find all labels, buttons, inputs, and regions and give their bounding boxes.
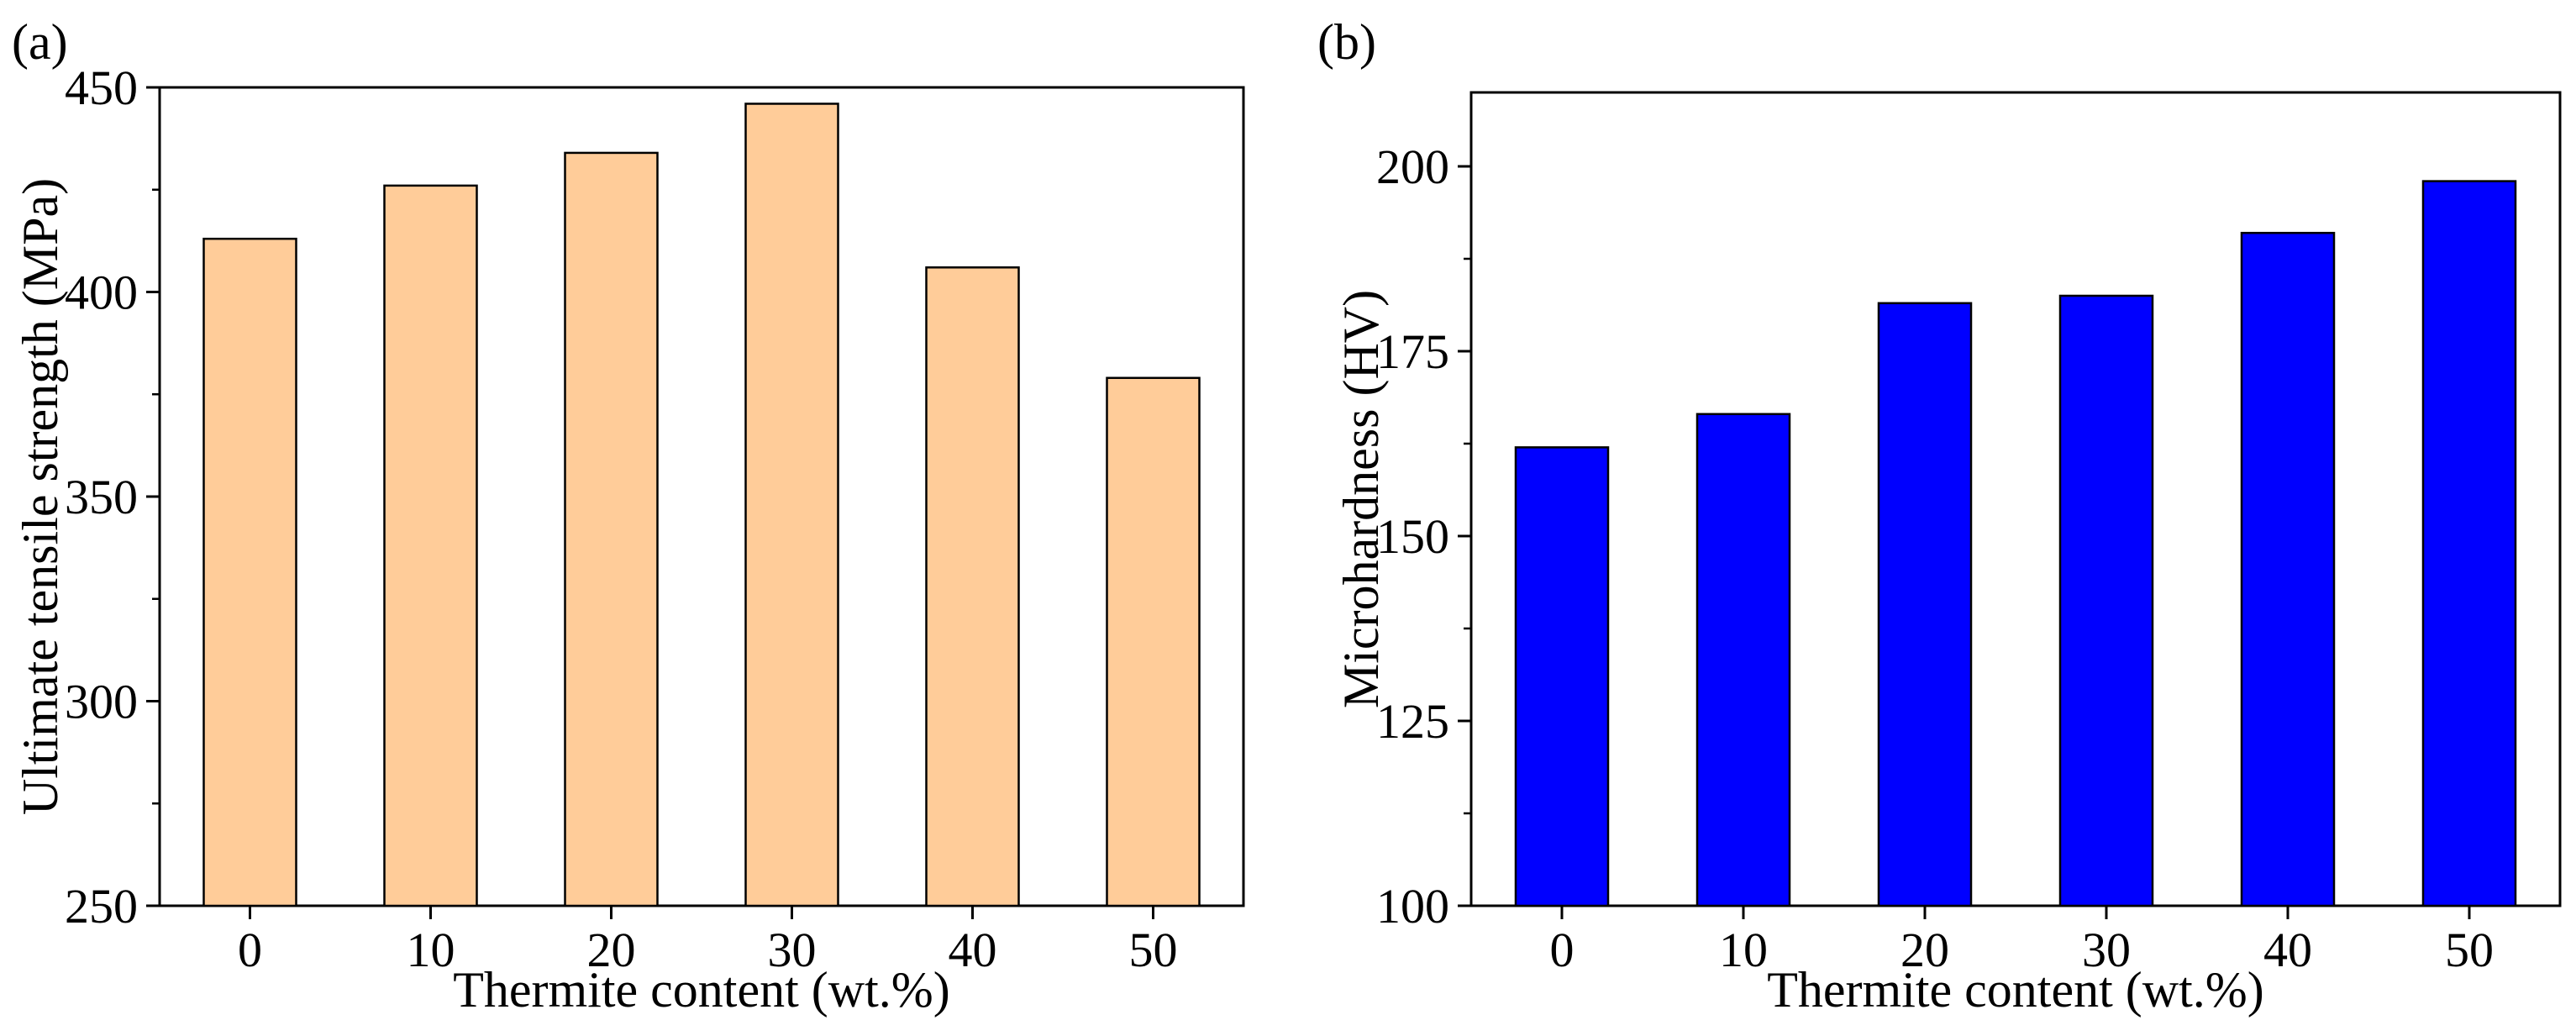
chart-a-y-tick-label: 400 bbox=[65, 266, 138, 320]
chart-b-bar-40 bbox=[2240, 231, 2336, 907]
chart-b-x-tick-label: 0 bbox=[1550, 923, 1575, 977]
chart-b-x-tick-label: 40 bbox=[2263, 923, 2312, 977]
chart-a-y-axis-label: Ultimate tensile strength (MPa) bbox=[13, 178, 68, 815]
chart-a-x-axis-label: Thermite content (wt.%) bbox=[453, 962, 949, 1018]
chart-b-y-tick-label: 150 bbox=[1376, 509, 1449, 564]
chart-a-y-tick-label: 350 bbox=[65, 470, 138, 524]
chart-b-bars bbox=[1514, 180, 2517, 907]
chart-a-ticks: 0 10 20 30 40 50 250 300 350 400 450 bbox=[65, 60, 1178, 977]
chart-a-y-tick-label: 450 bbox=[65, 60, 138, 115]
chart-b-x-tick-label: 30 bbox=[2082, 923, 2131, 977]
chart-a-bars bbox=[202, 103, 1201, 907]
chart-b-bar-20 bbox=[1877, 302, 1973, 907]
chart-a-x-tick-label: 40 bbox=[949, 923, 997, 977]
chart-b-bar-50 bbox=[2421, 180, 2517, 907]
chart-a-bar-20 bbox=[564, 151, 659, 907]
chart-b-y-tick-label: 200 bbox=[1376, 139, 1449, 194]
chart-a-x-tick-label: 50 bbox=[1129, 923, 1178, 977]
chart-b-x-tick-label: 20 bbox=[1900, 923, 1949, 977]
chart-a-y-tick-label: 250 bbox=[65, 879, 138, 933]
chart-b-panel-label: (b) bbox=[1317, 14, 1376, 70]
chart-a-y-tick-label: 300 bbox=[65, 675, 138, 729]
chart-a-panel-label: (a) bbox=[12, 14, 68, 70]
chart-b-microhardness: (b) 0 10 20 30 40 50 100 125 150 175 200 Thermite … bbox=[1317, 14, 2562, 1018]
chart-b-x-axis-label: Thermite content (wt.%) bbox=[1767, 962, 2263, 1018]
chart-a-x-tick-label: 10 bbox=[407, 923, 455, 977]
chart-a-x-tick-label: 0 bbox=[238, 923, 262, 977]
chart-b-x-tick-label: 50 bbox=[2445, 923, 2494, 977]
chart-b-bar-0 bbox=[1514, 446, 1610, 907]
chart-b-y-tick-label: 125 bbox=[1376, 694, 1449, 749]
chart-a-bar-30 bbox=[744, 103, 839, 907]
chart-a-bar-0 bbox=[202, 237, 297, 907]
chart-b-y-axis-label: Microhardness (HV) bbox=[1333, 290, 1389, 708]
chart-b-ticks: 0 10 20 30 40 50 100 125 150 175 200 bbox=[1376, 139, 2494, 977]
chart-b-y-tick-label: 175 bbox=[1376, 324, 1449, 379]
chart-b-plot-frame bbox=[1469, 91, 2562, 907]
chart-b-x-tick-label: 10 bbox=[1719, 923, 1768, 977]
chart-b-y-tick-label: 100 bbox=[1376, 879, 1449, 933]
chart-b-bar-10 bbox=[1695, 413, 1791, 907]
chart-b-bar-30 bbox=[2058, 294, 2154, 907]
chart-a-tensile-strength: (a) 0 10 20 30 40 50 250 300 350 400 450 Thermite … bbox=[12, 14, 1245, 1018]
chart-a-x-tick-label: 20 bbox=[587, 923, 636, 977]
chart-a-bar-40 bbox=[925, 266, 1020, 907]
chart-a-x-tick-label: 30 bbox=[768, 923, 817, 977]
chart-a-plot-frame bbox=[158, 86, 1245, 907]
chart-a-bar-50 bbox=[1106, 376, 1201, 907]
chart-a-bar-10 bbox=[383, 184, 478, 907]
